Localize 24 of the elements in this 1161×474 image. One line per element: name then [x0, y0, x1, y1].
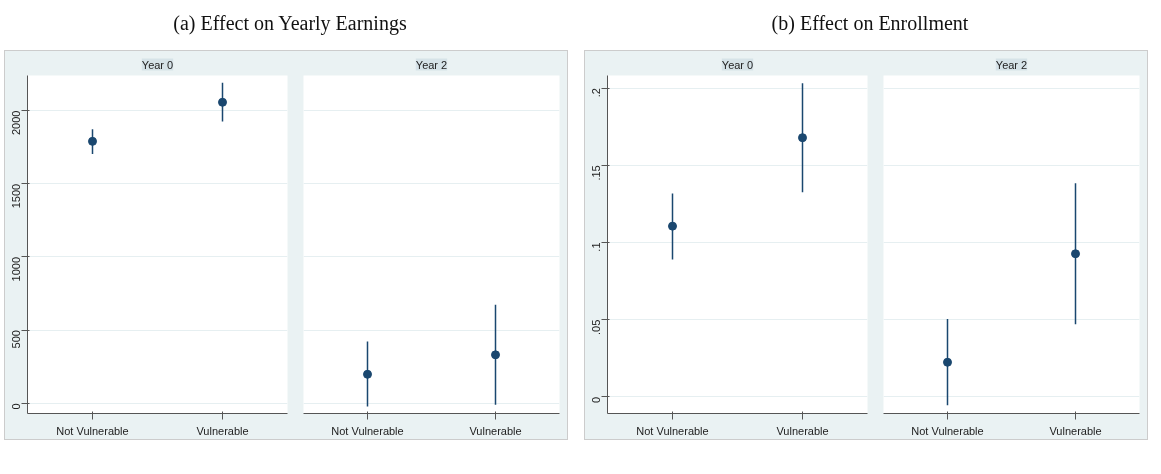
y-tick-label: .15 [590, 165, 603, 181]
chart-subtitle: Year 0 [141, 58, 174, 71]
chart-title: (a) Effect on Yearly Earnings [173, 11, 407, 37]
x-tick-label: Not Vulnerable [331, 424, 404, 437]
y-tick-label: 1500 [10, 183, 23, 209]
y-tick-label: 1000 [10, 256, 23, 282]
x-tick-label: Vulnerable [469, 424, 522, 437]
x-tick-label: Vulnerable [776, 424, 829, 437]
x-tick-label: Vulnerable [1049, 424, 1102, 437]
y-tick-label: 2000 [10, 110, 23, 136]
y-tick-label: .1 [590, 242, 603, 252]
y-tick-label: .2 [590, 88, 603, 98]
x-tick-label: Not Vulnerable [911, 424, 984, 437]
x-tick-label: Not Vulnerable [56, 424, 129, 437]
x-tick-label: Not Vulnerable [636, 424, 709, 437]
chart-title: (b) Effect on Enrollment [771, 11, 969, 37]
chart-subtitle: Year 2 [415, 58, 448, 71]
y-tick-label: .05 [590, 319, 603, 335]
x-tick-label: Vulnerable [196, 424, 249, 437]
y-tick-label: 0 [10, 403, 23, 410]
chart-subtitle: Year 0 [721, 58, 754, 71]
chart-subtitle: Year 2 [995, 58, 1028, 71]
y-tick-label: 500 [10, 330, 23, 349]
y-tick-label: 0 [590, 396, 603, 403]
